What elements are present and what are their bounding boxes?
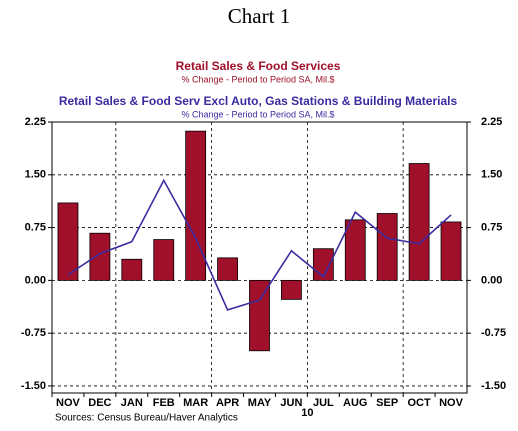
x-tick-label: JUL [313, 397, 334, 409]
y2-tick-label: -1.50 [481, 380, 506, 392]
y2-tick-label: 0.00 [481, 274, 502, 286]
x-tick-label: APR [216, 397, 239, 409]
x-tick-label: DEC [88, 397, 111, 409]
x-tick-label: MAY [248, 397, 272, 409]
bar [281, 279, 302, 300]
y-tick-label: 1.50 [25, 169, 46, 181]
bar [217, 257, 238, 281]
y2-tick-label: 2.25 [481, 116, 502, 128]
bar [185, 130, 207, 281]
line [67, 178, 452, 311]
x-tick-label: NOV [439, 397, 464, 409]
x-tick-label: JUN [280, 397, 302, 409]
x-tick-label: FEB [153, 397, 175, 409]
y-tick-label: -1.50 [21, 380, 46, 392]
legend-label: Retail Sales & Food Serv Excl Auto, Gas … [59, 94, 458, 108]
bar [249, 279, 270, 352]
y-tick-label: 2.25 [25, 116, 46, 128]
x-tick-label: JAN [121, 397, 143, 409]
y-tick-label: -0.75 [21, 327, 46, 339]
legend-subtitle: % Change - Period to Period SA, Mil.$ [181, 109, 334, 119]
y-tick-label: 0.00 [25, 274, 46, 286]
x-tick-label: MAR [183, 397, 208, 409]
bar [89, 232, 111, 281]
bar [440, 221, 462, 281]
x-tick-label: SEP [376, 397, 398, 409]
y2-tick-label: -0.75 [481, 327, 506, 339]
bar [153, 239, 175, 281]
plot-frame [51, 121, 468, 394]
bar [344, 219, 366, 281]
bar [121, 258, 143, 281]
x-tick-label: AUG [343, 397, 367, 409]
bar [376, 213, 398, 281]
legend-label: Retail Sales & Food Services [176, 59, 341, 73]
source: Sources: Census Bureau/Haver Analytics [55, 413, 238, 424]
x-tick-label: NOV [56, 397, 81, 409]
y-tick-label: 0.75 [25, 221, 46, 233]
year-label: 10 [301, 407, 313, 419]
x-tick-label: OCT [407, 397, 431, 409]
bar [57, 202, 79, 281]
y2-tick-label: 1.50 [481, 169, 502, 181]
bar [408, 163, 430, 281]
y2-tick-label: 0.75 [481, 221, 502, 233]
chart-title: Chart 1 [228, 4, 290, 28]
legend-subtitle: % Change - Period to Period SA, Mil.$ [181, 74, 334, 84]
